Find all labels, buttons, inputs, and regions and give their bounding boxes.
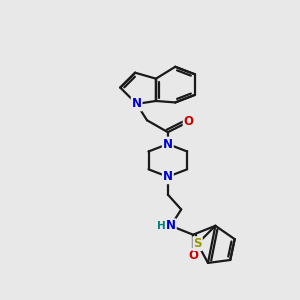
Text: N: N — [132, 98, 142, 110]
Text: O: O — [184, 115, 194, 128]
Text: S: S — [193, 237, 202, 250]
Text: N: N — [163, 138, 173, 151]
Text: H: H — [157, 221, 166, 231]
Text: O: O — [188, 249, 198, 262]
Text: N: N — [163, 170, 173, 183]
Text: N: N — [166, 219, 176, 232]
